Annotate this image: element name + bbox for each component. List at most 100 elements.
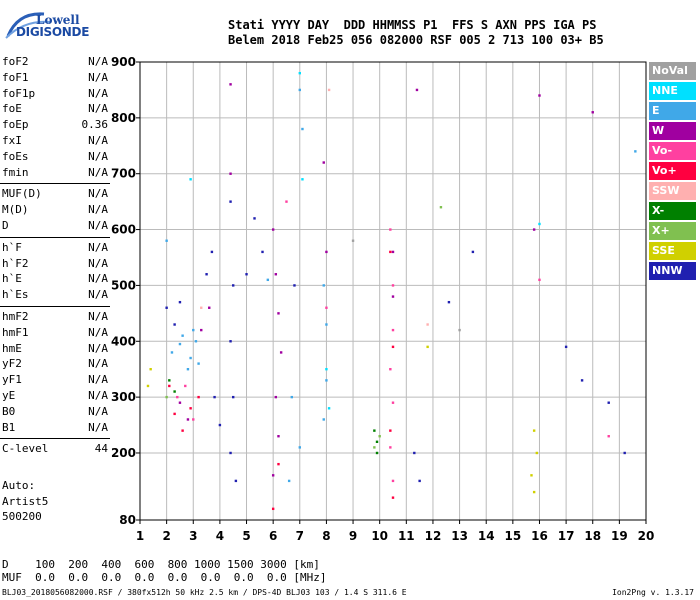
param-value: N/A bbox=[88, 187, 108, 201]
param-name: yF2 bbox=[2, 357, 22, 371]
y-tick-label: 900 bbox=[111, 55, 136, 69]
data-point-e bbox=[287, 479, 291, 483]
data-point-nne bbox=[538, 222, 541, 226]
data-point-vo bbox=[389, 429, 392, 432]
param-value: N/A bbox=[88, 240, 108, 254]
data-point-w bbox=[322, 161, 325, 164]
header-values: Belem 2018 Feb25 056 082000 RSF 005 2 71… bbox=[228, 33, 604, 47]
y-tick-label: 700 bbox=[111, 167, 136, 181]
param-value: N/A bbox=[88, 149, 108, 163]
param-name: foF1p bbox=[2, 86, 36, 100]
data-point-vo bbox=[181, 429, 184, 432]
param-row: C-level 44 bbox=[0, 442, 112, 458]
data-point-x bbox=[373, 429, 376, 432]
digisonde-logo bbox=[4, 10, 70, 40]
data-point-vo bbox=[607, 435, 610, 438]
data-point-w bbox=[391, 295, 395, 298]
data-point-nnw bbox=[178, 300, 182, 304]
data-point-e bbox=[165, 239, 168, 242]
auto-label: Auto: bbox=[2, 479, 36, 492]
x-tick-label: 13 bbox=[451, 529, 468, 543]
data-point-nnw bbox=[210, 250, 214, 254]
data-point-nnw bbox=[229, 451, 232, 455]
param-value: N/A bbox=[88, 404, 108, 418]
param-row: D N/A bbox=[0, 219, 112, 235]
param-name: M(D) bbox=[2, 203, 29, 217]
param-row: yF2 N/A bbox=[0, 357, 112, 373]
param-value: N/A bbox=[88, 70, 108, 84]
legend-item-x: X+ bbox=[649, 222, 696, 240]
data-point-x bbox=[165, 395, 168, 399]
data-point-sse bbox=[530, 474, 533, 477]
legend-item-nnw: NNW bbox=[649, 262, 696, 280]
muf-table: D 100 200 400 600 800 1000 1500 3000 [km… bbox=[2, 558, 327, 584]
data-point-e bbox=[178, 342, 182, 346]
x-tick-label: 5 bbox=[242, 529, 250, 543]
data-point-nnw bbox=[261, 250, 264, 254]
param-row: h`Es N/A bbox=[0, 288, 112, 304]
polarization-legend: NoVal NNE E W Vo- Vo+ SSW X- X+ SSE NNW bbox=[649, 62, 696, 282]
legend-item-e: E bbox=[649, 102, 696, 120]
param-name: yF1 bbox=[2, 373, 22, 387]
param-name: hmF2 bbox=[2, 309, 29, 323]
x-tick-label: 9 bbox=[349, 529, 357, 543]
artist-version: Artist5 bbox=[2, 494, 49, 508]
data-point-w bbox=[277, 435, 280, 438]
data-point-x bbox=[373, 446, 376, 449]
data-point-vo bbox=[391, 401, 395, 404]
x-tick-label: 15 bbox=[504, 529, 521, 543]
data-point-x bbox=[375, 440, 379, 444]
data-point-nne bbox=[298, 71, 301, 75]
data-point-ssw bbox=[200, 306, 203, 309]
data-point-w bbox=[186, 418, 190, 421]
data-point-noval bbox=[458, 328, 461, 332]
x-tick-label: 11 bbox=[398, 529, 415, 543]
chart-grid bbox=[140, 62, 646, 520]
data-point-nnw bbox=[165, 306, 168, 309]
x-tick-label: 14 bbox=[478, 529, 495, 543]
data-point-e bbox=[301, 127, 304, 131]
param-name: h`Es bbox=[2, 288, 29, 302]
param-name: MUF(D) bbox=[2, 187, 42, 201]
data-point-nnw bbox=[580, 379, 584, 382]
panel-divider bbox=[0, 438, 110, 440]
y-tick-label: 800 bbox=[111, 111, 136, 125]
data-point-nnw bbox=[471, 250, 475, 254]
data-point-w bbox=[229, 83, 232, 86]
x-tick-label: 7 bbox=[296, 529, 304, 543]
param-name: h`F bbox=[2, 240, 22, 254]
panel-divider bbox=[0, 305, 110, 307]
data-point-vo bbox=[176, 395, 179, 399]
data-point-w bbox=[229, 172, 232, 175]
param-row: hmF1 N/A bbox=[0, 326, 112, 342]
param-value: 44 bbox=[94, 442, 108, 456]
plot-frame bbox=[139, 61, 647, 521]
param-row: MUF(D) N/A bbox=[0, 187, 112, 203]
data-point-vo bbox=[389, 250, 392, 254]
param-row: foF1p N/A bbox=[0, 87, 112, 103]
data-point-e bbox=[322, 284, 325, 287]
data-point-nnw bbox=[623, 451, 626, 455]
legend-item-nne: NNE bbox=[649, 82, 696, 100]
data-point-nnw bbox=[447, 300, 451, 304]
x-tick-label: 16 bbox=[531, 529, 548, 543]
data-point-e bbox=[170, 351, 174, 354]
param-row: foF1 N/A bbox=[0, 71, 112, 87]
data-point-w bbox=[200, 328, 203, 332]
legend-item-vo: Vo+ bbox=[649, 162, 696, 180]
data-point-e bbox=[189, 356, 192, 360]
param-row: M(D) N/A bbox=[0, 203, 112, 219]
data-point-w bbox=[532, 228, 536, 231]
data-point-e bbox=[298, 88, 301, 92]
header-labels: Stati YYYY DAY DDD HHMMSS P1 FFS S AXN P… bbox=[228, 18, 597, 32]
param-value: N/A bbox=[88, 341, 108, 355]
data-point-vo bbox=[538, 278, 541, 282]
data-point-vo bbox=[271, 507, 275, 511]
autoscale-info: Auto: Artist5 500200 bbox=[2, 478, 48, 525]
data-point-nnw bbox=[418, 479, 421, 483]
data-point-w bbox=[538, 94, 541, 97]
data-point-nne bbox=[325, 367, 328, 371]
data-point-vo bbox=[285, 200, 288, 203]
param-row: h`E N/A bbox=[0, 272, 112, 288]
data-point-x bbox=[439, 206, 443, 209]
